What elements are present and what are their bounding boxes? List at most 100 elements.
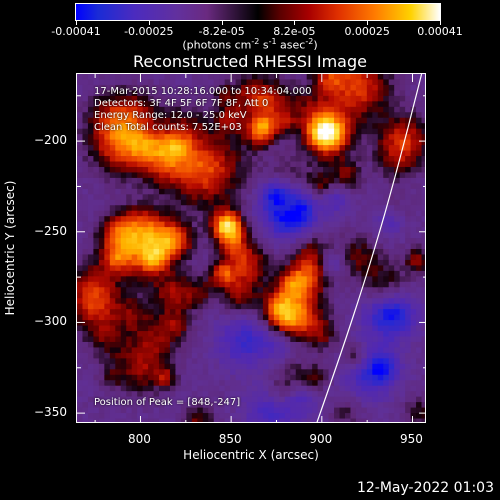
heatmap-cell	[306, 374, 313, 381]
heatmap-cell	[306, 281, 313, 288]
heatmap-cell	[399, 134, 406, 141]
heatmap-cell	[284, 303, 291, 310]
heatmap-cell	[295, 407, 302, 414]
heatmap-cell	[230, 84, 237, 92]
heatmap-cell	[159, 161, 166, 168]
heatmap-cell	[372, 347, 379, 354]
heatmap-cell	[153, 172, 160, 179]
heatmap-cell	[202, 303, 209, 310]
heatmap-cell	[87, 380, 95, 387]
heatmap-cell	[394, 391, 401, 398]
heatmap-cell	[98, 150, 105, 157]
heatmap-cell	[87, 347, 95, 354]
heatmap-cell	[126, 320, 133, 327]
heatmap-cell	[241, 391, 248, 398]
heatmap-cell	[394, 249, 401, 256]
heatmap-cell	[257, 183, 264, 190]
heatmap-cell	[104, 309, 111, 316]
heatmap-cell	[191, 101, 198, 108]
heatmap-cell	[246, 221, 253, 228]
heatmap-cell	[235, 150, 242, 157]
heatmap-cell	[306, 331, 313, 338]
heatmap-cell	[93, 106, 100, 113]
heatmap-cell	[191, 199, 198, 206]
heatmap-cell	[142, 369, 149, 376]
heatmap-cell	[186, 259, 193, 267]
heatmap-cell	[224, 123, 231, 130]
heatmap-cell	[355, 134, 362, 141]
heatmap-cell	[394, 385, 401, 392]
heatmap-cell	[131, 325, 138, 332]
heatmap-cell	[355, 292, 362, 299]
heatmap-cell	[159, 391, 166, 398]
heatmap-cell	[361, 303, 368, 310]
heatmap-cell	[104, 418, 111, 422]
heatmap-cell	[120, 391, 127, 398]
heatmap-cell	[372, 336, 379, 343]
heatmap-cell	[290, 292, 297, 299]
heatmap-cell	[290, 205, 297, 212]
heatmap-cell	[383, 281, 390, 288]
heatmap-cell	[334, 210, 341, 217]
heatmap-cell	[355, 172, 362, 179]
heatmap-cell	[355, 249, 362, 256]
heatmap-cell	[202, 292, 209, 299]
heatmap-cell	[159, 243, 166, 250]
heatmap-cell	[82, 232, 89, 239]
heatmap-cell	[323, 205, 330, 212]
heatmap-cell	[219, 254, 226, 261]
heatmap-cell	[388, 352, 395, 359]
heatmap-cell	[153, 413, 160, 420]
heatmap-cell	[399, 243, 406, 250]
heatmap-cell	[87, 145, 95, 152]
heatmap-cell	[104, 74, 111, 81]
heatmap-cell	[126, 101, 133, 108]
heatmap-cell	[137, 150, 144, 157]
heatmap-cell	[109, 194, 116, 201]
heatmap-cell	[388, 205, 395, 212]
heatmap-cell	[104, 369, 111, 376]
heatmap-cell	[268, 259, 275, 267]
heatmap-cell	[284, 298, 291, 305]
heatmap-cell	[241, 292, 248, 299]
heatmap-cell	[109, 90, 116, 97]
heatmap-cell	[180, 161, 187, 168]
heatmap-cell	[268, 331, 275, 338]
heatmap-cell	[383, 199, 390, 206]
heatmap-cell	[213, 298, 220, 305]
heatmap-cell	[109, 287, 116, 294]
heatmap-cell	[279, 177, 286, 184]
heatmap-cell	[290, 259, 297, 267]
heatmap-cell	[93, 331, 100, 338]
heatmap-cell	[334, 331, 341, 338]
heatmap-cell	[120, 161, 127, 168]
heatmap-cell	[191, 259, 198, 267]
heatmap-cell	[372, 210, 379, 217]
heatmap-cell	[202, 314, 209, 321]
heatmap-cell	[252, 232, 259, 239]
heatmap-cell	[328, 259, 335, 267]
heatmap-cell	[159, 145, 166, 152]
heatmap-cell	[87, 309, 95, 316]
heatmap-cell	[295, 391, 302, 398]
heatmap-cell	[312, 216, 319, 223]
heatmap-cell	[273, 276, 280, 283]
heatmap-cell	[295, 188, 302, 195]
heatmap-cell	[126, 254, 133, 261]
heatmap-cell	[186, 177, 193, 184]
heatmap-cell	[164, 172, 171, 179]
heatmap-cell	[399, 101, 406, 108]
heatmap-cell	[257, 287, 264, 294]
heatmap-cell	[153, 156, 160, 163]
heatmap-cell	[175, 418, 182, 422]
heatmap-cell	[421, 396, 425, 403]
heatmap-cell	[191, 74, 198, 81]
heatmap-cell	[208, 249, 215, 256]
heatmap-cell	[197, 369, 204, 376]
heatmap-cell	[246, 90, 253, 97]
heatmap-cell	[186, 358, 193, 365]
heatmap-cell	[191, 156, 198, 163]
heatmap-cell	[252, 259, 259, 267]
heatmap-cell	[191, 210, 198, 217]
heatmap-cell	[180, 347, 187, 354]
